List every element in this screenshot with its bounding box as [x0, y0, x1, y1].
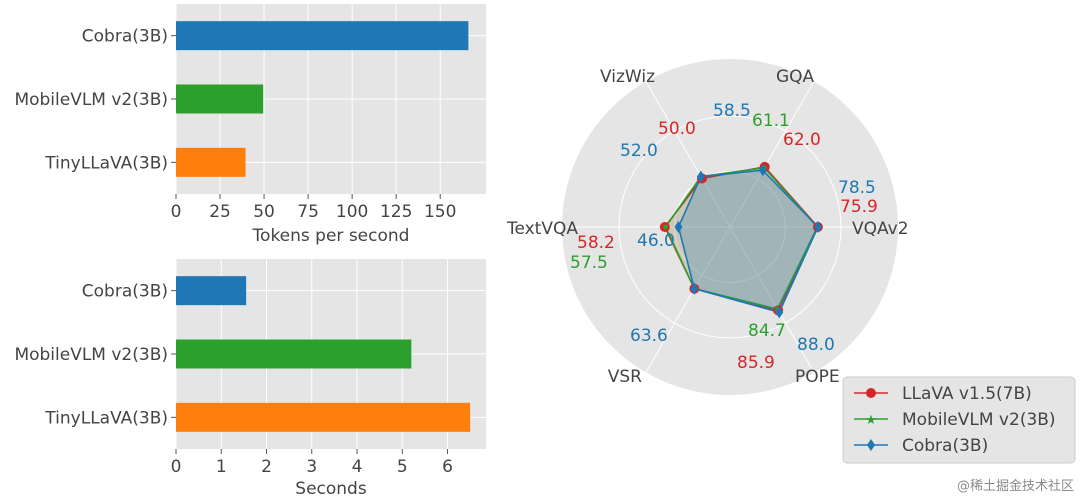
radar-spoke	[645, 81, 731, 228]
x-tick-label: 25	[209, 202, 231, 222]
legend-marker: ★	[865, 413, 877, 428]
radar-value-label: 46.0	[637, 231, 675, 251]
tokens-per-second-chart: Cobra(3B) MobileVLM v2(3B) TinyLLaVA(3B) 0…	[14, 4, 486, 246]
bar-cobra-3b-	[176, 21, 469, 51]
bar-mobilevlm-v2-3b-	[176, 339, 412, 369]
legend-label: LLaVA v1.5(7B)	[902, 384, 1032, 404]
category-label: MobileVLM v2(3B)	[14, 90, 168, 110]
legend-label: Cobra(3B)	[902, 436, 988, 456]
legend-label: MobileVLM v2(3B)	[902, 410, 1056, 430]
legend: LLaVA v1.5(7B) ★ MobileVLM v2(3B) Cobra(3B)	[842, 376, 1076, 464]
bar-mobilevlm-v2-3b-	[176, 84, 264, 114]
x-tick-label: 2	[261, 457, 272, 477]
legend-box	[842, 376, 1076, 464]
legend-marker	[866, 388, 876, 398]
radar-point	[696, 170, 705, 183]
seconds-x-axis-label: Seconds	[295, 479, 367, 498]
legend-marker	[867, 439, 875, 451]
radar-value-label: 78.5	[838, 178, 876, 198]
radar-value-label: 88.0	[797, 335, 835, 355]
radar-axis-label: TextVQA	[506, 219, 578, 239]
category-label: Cobra(3B)	[82, 282, 168, 302]
radar-value-label: 57.5	[570, 253, 608, 273]
radar-value-label: 58.5	[713, 101, 751, 121]
category-label: Cobra(3B)	[82, 27, 168, 47]
x-tick-label: 0	[171, 457, 182, 477]
radar-value-label: 62.0	[783, 130, 821, 150]
radar-value-label: 75.9	[840, 197, 878, 217]
x-tick-label: 50	[253, 202, 275, 222]
radar-point	[813, 221, 822, 233]
radar-value-label: 50.0	[658, 119, 696, 139]
x-tick-label: 3	[306, 457, 317, 477]
radar-axis-label: POPE	[795, 367, 840, 387]
x-tick-label: 75	[297, 202, 319, 222]
radar-chart: GQA VQAv2 POPE VSR TextVQA VizWiz 62.0 75.9 85.…	[506, 59, 909, 395]
radar-spoke	[645, 226, 731, 373]
bar-tinyllava-3b-	[176, 402, 471, 432]
radar-point	[674, 221, 683, 233]
x-tick-label: 150	[424, 202, 456, 222]
bar-cobra-3b-	[176, 276, 247, 306]
category-label: TinyLLaVA(3B)	[44, 153, 168, 173]
radar-axis-label: VSR	[608, 367, 642, 387]
radar-axis-label: VQAv2	[852, 219, 909, 239]
radar-axis-label: VizWiz	[600, 67, 655, 87]
watermark: @稀土掘金技术社区	[957, 478, 1074, 494]
radar-point	[690, 282, 699, 295]
radar-spoke	[729, 81, 815, 228]
radar-point	[775, 306, 784, 319]
radar-value-label: 61.1	[752, 111, 790, 131]
radar-value-label: 85.9	[737, 353, 775, 373]
x-tick-label: 5	[397, 457, 408, 477]
x-tick-label: 1	[216, 457, 227, 477]
radar-spoke	[729, 226, 815, 373]
radar-axis-label: GQA	[776, 67, 815, 87]
bar-tinyllava-3b-	[176, 147, 246, 177]
category-label: TinyLLaVA(3B)	[44, 408, 168, 428]
x-tick-label: 125	[380, 202, 412, 222]
x-tick-label: 6	[442, 457, 453, 477]
radar-value-label: 58.2	[577, 233, 615, 253]
tokens-x-axis-label: Tokens per second	[252, 226, 410, 246]
category-label: MobileVLM v2(3B)	[14, 345, 168, 365]
seconds-chart: Cobra(3B) MobileVLM v2(3B) TinyLLaVA(3B) 0…	[14, 259, 486, 498]
radar-value-label: 84.7	[748, 321, 786, 341]
x-tick-label: 4	[352, 457, 363, 477]
radar-value-label: 52.0	[620, 141, 658, 161]
x-tick-label: 0	[171, 202, 182, 222]
x-tick-label: 100	[336, 202, 368, 222]
radar-point	[663, 224, 669, 230]
radar-value-label: 63.6	[630, 326, 668, 346]
radar-point	[758, 164, 767, 177]
